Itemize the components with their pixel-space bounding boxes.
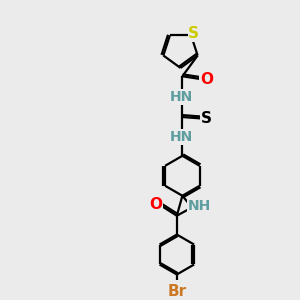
Text: NH: NH [188,199,211,213]
Text: S: S [188,26,200,41]
Text: Br: Br [167,284,186,299]
Text: O: O [200,71,213,86]
Text: O: O [149,197,163,212]
Text: S: S [201,111,212,126]
Text: HN: HN [169,90,193,104]
Text: HN: HN [169,130,193,144]
